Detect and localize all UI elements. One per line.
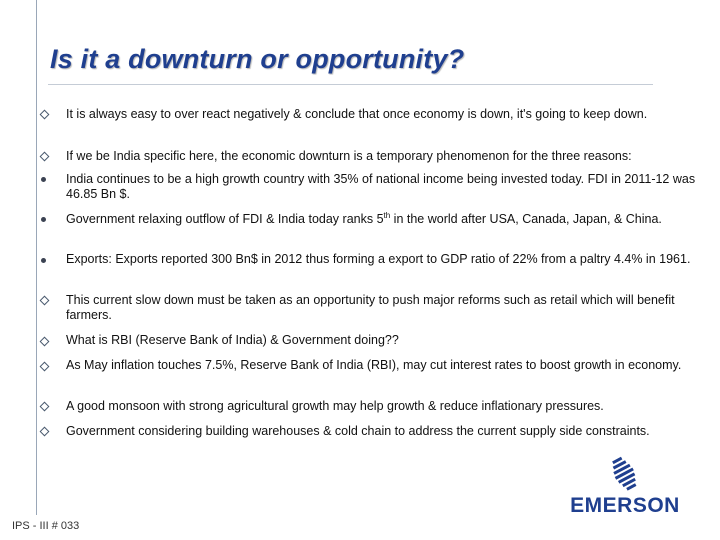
bullet-item: What is RBI (Reserve Bank of India) & Go… [66, 333, 399, 347]
logo-wordmark: EMERSON [570, 494, 680, 517]
emerson-logo: EMERSON [560, 456, 690, 518]
diamond-bullet-icon [39, 426, 49, 436]
bullet-item: As May inflation touches 7.5%, Reserve B… [66, 358, 682, 372]
bullet-text: Government relaxing outflow of FDI & Ind… [66, 212, 384, 226]
diamond-bullet-icon [39, 401, 49, 411]
bullet-item: Government considering building warehous… [66, 424, 650, 438]
dot-bullet-icon [39, 214, 49, 224]
superscript: th [383, 210, 391, 220]
diamond-bullet-icon [39, 295, 49, 305]
bullet-text: in the world after USA, Canada, Japan, &… [390, 212, 662, 226]
title-underline [48, 84, 653, 85]
bullet-item: If we be India specific here, the econom… [66, 149, 632, 163]
slide-footer: IPS - III # 033 [12, 520, 80, 532]
diamond-bullet-icon [39, 336, 49, 346]
emerson-logo-icon [612, 456, 637, 491]
slide-title: Is it a downturn or opportunity? [50, 44, 465, 74]
dot-bullet-icon [39, 255, 49, 265]
bullet-item: It is always easy to over react negative… [66, 107, 648, 121]
diamond-bullet-icon [39, 109, 49, 119]
bullet-item: Government relaxing outflow of FDI & Ind… [66, 210, 696, 227]
left-vertical-rule [36, 0, 37, 515]
bullet-item: India continues to be a high growth coun… [66, 172, 696, 201]
diamond-bullet-icon [39, 361, 49, 371]
bullet-item: A good monsoon with strong agricultural … [66, 399, 604, 413]
bullet-item: This current slow down must be taken as … [66, 293, 675, 322]
diamond-bullet-icon [39, 151, 49, 161]
dot-bullet-icon [39, 174, 49, 184]
bullet-item: Exports: Exports reported 300 Bn$ in 201… [66, 252, 691, 266]
